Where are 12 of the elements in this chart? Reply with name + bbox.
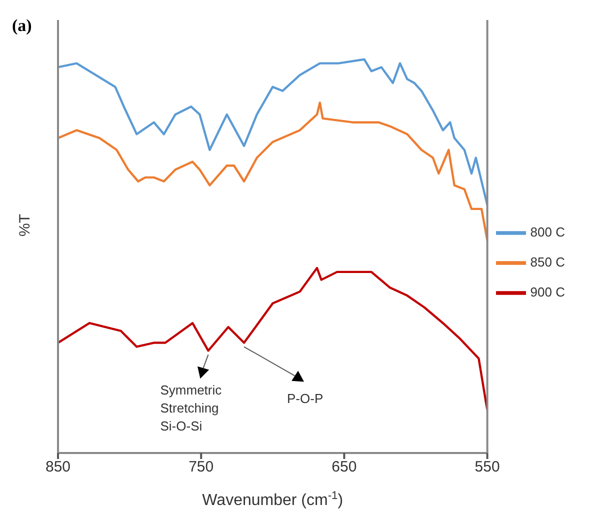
x-tick-label: 750 [188, 458, 214, 476]
x-tick-label: 850 [45, 458, 71, 476]
annotation: P-O-P [287, 390, 324, 406]
annotation: Symmetric Stretching Si-O-Si [160, 382, 222, 434]
legend-label: 850 C [530, 254, 565, 269]
legend-label: 800 C [530, 224, 565, 239]
legend-label: 900 C [530, 284, 565, 299]
x-tick-label: 550 [474, 458, 500, 476]
x-tick-label: 650 [332, 458, 357, 476]
chart-title: (a) [12, 16, 32, 36]
y-axis-title: %T [16, 214, 34, 236]
x-axis-title: Wavenumber (cm$^{-1}$) [202, 490, 344, 509]
